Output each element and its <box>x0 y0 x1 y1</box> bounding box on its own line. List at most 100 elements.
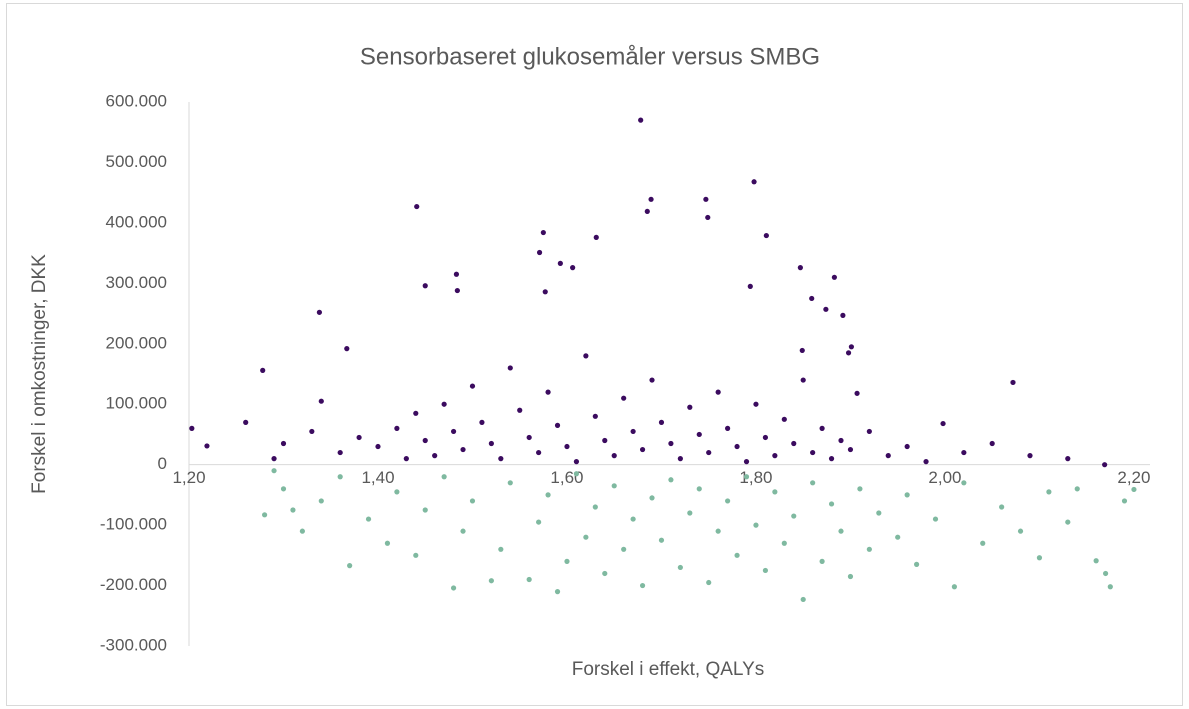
point <box>797 265 803 271</box>
point <box>648 196 654 202</box>
point <box>1107 584 1113 590</box>
point <box>450 428 457 435</box>
point <box>951 584 957 590</box>
point <box>422 283 428 289</box>
y-tick-label: -100.000 <box>100 515 167 534</box>
point <box>854 390 860 396</box>
point <box>914 561 920 568</box>
point <box>204 443 210 449</box>
point <box>753 522 759 528</box>
point <box>621 546 627 552</box>
point <box>422 507 428 513</box>
point <box>554 422 561 428</box>
point <box>356 434 362 441</box>
point <box>365 516 372 522</box>
point <box>517 407 523 413</box>
point <box>828 456 835 462</box>
point <box>290 507 296 513</box>
point <box>753 401 759 407</box>
point <box>540 229 546 236</box>
point <box>999 504 1005 510</box>
point <box>271 456 277 462</box>
point <box>554 589 561 595</box>
point <box>630 516 636 522</box>
point <box>857 486 863 492</box>
point <box>823 306 829 312</box>
point <box>1131 486 1137 493</box>
point <box>696 486 702 492</box>
point <box>271 468 277 474</box>
point <box>734 443 740 450</box>
point <box>536 519 542 525</box>
point <box>715 528 721 534</box>
point <box>649 495 655 501</box>
point <box>1074 486 1080 492</box>
point <box>638 117 644 123</box>
point <box>705 214 711 221</box>
point <box>668 440 674 447</box>
point <box>414 203 420 210</box>
point <box>337 474 343 480</box>
point <box>450 585 457 591</box>
y-tick-label: 500.000 <box>106 152 167 171</box>
point <box>1036 555 1043 561</box>
point <box>895 534 901 540</box>
x-tick-label: 1,80 <box>739 468 772 487</box>
point <box>904 443 910 450</box>
point <box>810 449 816 456</box>
point <box>583 534 589 540</box>
point <box>545 389 551 395</box>
point <box>791 440 797 447</box>
point <box>441 474 447 480</box>
point <box>318 498 324 504</box>
point <box>413 410 419 416</box>
y-tick-label: 200.000 <box>106 333 167 352</box>
y-axis-title: Forskel i omkostninger, DKK <box>29 254 50 494</box>
chart-frame <box>6 3 1183 706</box>
point <box>838 528 844 534</box>
point <box>261 512 268 518</box>
point <box>611 483 617 489</box>
x-tick-label: 2,00 <box>928 468 961 487</box>
point <box>677 456 683 462</box>
point <box>630 428 636 435</box>
point <box>696 431 702 438</box>
point <box>557 260 563 266</box>
point <box>819 425 825 431</box>
point <box>725 498 731 504</box>
point <box>866 546 872 552</box>
point <box>1102 570 1109 577</box>
point <box>961 480 967 486</box>
point <box>309 428 315 435</box>
y-tick-label: 100.000 <box>106 394 167 413</box>
point <box>318 398 324 404</box>
point <box>800 377 806 383</box>
point <box>564 558 570 564</box>
point <box>649 377 655 383</box>
point <box>715 389 721 395</box>
point <box>940 420 946 427</box>
point <box>658 419 665 425</box>
point <box>1065 456 1071 462</box>
point <box>536 249 543 256</box>
point <box>706 449 712 456</box>
point <box>526 576 532 583</box>
point <box>526 434 532 441</box>
point <box>1017 528 1024 534</box>
point <box>602 570 608 577</box>
point <box>189 425 195 431</box>
point <box>772 453 778 459</box>
point <box>243 419 249 425</box>
point <box>762 434 769 441</box>
point <box>1010 379 1016 386</box>
point <box>316 309 323 315</box>
point <box>507 365 513 371</box>
point <box>1102 462 1108 468</box>
point <box>989 440 995 447</box>
point <box>570 265 576 271</box>
point <box>668 477 674 483</box>
point <box>536 449 542 456</box>
point <box>810 480 816 486</box>
point <box>498 456 504 462</box>
point <box>299 528 305 534</box>
